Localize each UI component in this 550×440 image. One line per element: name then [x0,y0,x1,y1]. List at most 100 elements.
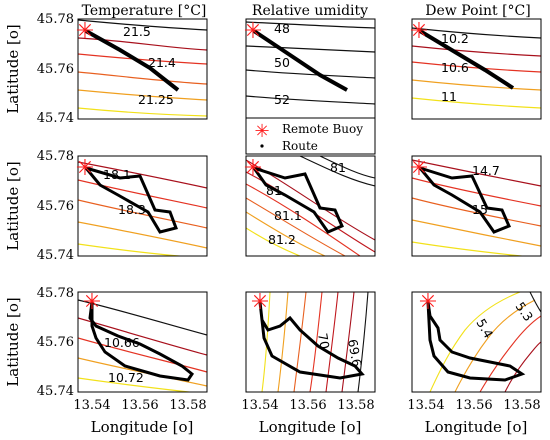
buoy-marker: ✳ [251,290,269,315]
y-axis-label: Latitude [o] [4,24,22,113]
contour-label: 10.66 [104,335,140,350]
contour-line [412,45,541,57]
contour-line [412,177,541,207]
contour-line [412,61,541,73]
x-axis-label: Longitude [o] [425,418,528,436]
contour-label: 15 [472,202,488,217]
contour-label: 81 [266,183,282,198]
x-tick-label: 13.54 [73,398,110,413]
x-tick-label: 13.58 [169,398,206,413]
legend-box [245,117,376,155]
contour-line [325,292,339,392]
y-axis-label: Latitude [o] [4,297,22,386]
panel-temperature-1: 21.5 21.4 21.25 ✳ [76,18,208,120]
contour-label: 11 [441,89,457,104]
y-tick-label: 45.78 [37,286,74,301]
route-track [258,301,365,380]
legend-buoy-label: Remote Buoy [282,122,363,136]
contour-line [78,317,207,356]
contour-label: 10.72 [108,370,144,385]
contour-label: 5.4 [473,316,496,341]
contour-line [78,243,187,256]
contour-line [246,183,361,256]
contour-line [78,337,207,373]
contour-line [78,199,207,229]
route-track [85,29,180,92]
y-tick-label: 45.74 [37,111,74,126]
contour-line [246,95,375,105]
panel-dewpoint-1: 10.2 10.6 11 ✳ [410,18,542,120]
contour-line [341,292,355,392]
contour-line [412,27,541,39]
buoy-marker: ✳ [410,156,428,181]
panel-humidity-1: 48 50 52 ✳ [244,18,376,120]
panel-temperature-3: 10.66 10.72 ✳ [77,290,208,393]
contour-label: 10.6 [441,60,469,75]
y-tick-label: 45.78 [37,12,74,27]
contour-label: 10.2 [441,31,469,46]
contour-line [246,69,375,79]
contour-line [529,292,541,313]
contour-line [246,45,375,53]
contour-line [78,89,207,101]
panel-dewpoint-3: 5.4 5.3 ✳ [411,290,542,393]
contour-label: 81.1 [274,208,302,223]
contour-line [78,377,195,392]
contour-line [412,219,541,247]
contour-line [246,211,326,256]
y-ticks-row-0: 45.78 45.76 45.74 [37,12,74,126]
contour-label: 69.6 [345,338,365,368]
contour-line [78,161,207,189]
x-axis-label: Longitude [o] [91,418,194,436]
panel-humidity-2: 81 81 81.1 81.2 ✳ [244,155,376,257]
route-track [84,166,178,234]
route-track [418,29,515,90]
dot-icon [260,144,264,148]
panel-title-humidity: Relative umidity [252,3,368,19]
x-tick-label: 13.58 [503,398,540,413]
y-tick-label: 45.74 [37,248,74,263]
contour-label: 81 [330,160,346,175]
panel-frame [245,155,376,257]
contour-label: 21.25 [138,92,174,107]
contour-label: 52 [274,92,290,107]
panel-frame [411,18,542,120]
contour-label: 70 [315,332,333,350]
panel-frame [77,155,208,257]
x-tick-label: 13.54 [407,398,444,413]
y-tick-label: 45.78 [37,149,74,164]
y-tick-label: 45.74 [37,384,74,399]
contour-line [246,21,375,29]
buoy-marker: ✳ [83,290,101,315]
x-tick-label: 13.58 [337,398,374,413]
panel-frame [77,18,208,120]
route-track [426,301,526,382]
x-tick-label: 13.56 [455,398,492,413]
contour-line [246,227,301,256]
contour-label: 18.3 [118,202,146,217]
contour-line [412,241,528,256]
x-tick-label: 13.56 [121,398,158,413]
panel-title-temperature: Temperature [°C] [82,3,207,19]
buoy-marker: ✳ [76,19,94,44]
buoy-marker: ✳ [410,19,428,44]
contour-label: 14.7 [472,163,500,178]
contour-label: 21.4 [148,55,176,70]
route-track [418,166,511,234]
buoy-marker: ✳ [244,19,262,44]
y-tick-label: 45.76 [37,62,74,77]
buoy-marker: ✳ [419,290,437,315]
contour-line [412,79,541,91]
panel-dewpoint-2: 14.7 15 ✳ [410,155,542,257]
contour-line [78,179,207,209]
contour-line [78,221,207,249]
y-ticks-row-2: 45.78 45.76 45.74 [37,286,74,399]
route-track [252,29,348,92]
red-asterisk-icon: ✳ [254,121,269,142]
legend: ✳ Remote Buoy Route [245,117,376,155]
contour-line [504,341,541,392]
y-ticks-row-1: 45.78 45.76 45.74 [37,149,74,263]
contour-line [412,97,541,109]
contour-line [293,292,307,392]
contour-line [277,292,289,392]
